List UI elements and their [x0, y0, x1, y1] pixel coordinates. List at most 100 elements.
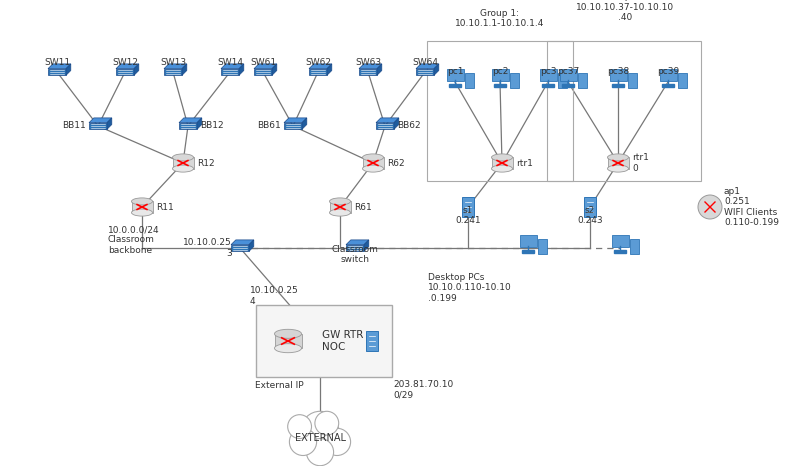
Text: BB12: BB12 [200, 122, 224, 130]
Ellipse shape [607, 165, 629, 172]
Text: R61: R61 [354, 203, 372, 212]
Polygon shape [434, 64, 438, 75]
Text: s1
0.241: s1 0.241 [455, 206, 481, 225]
Ellipse shape [607, 154, 629, 161]
FancyBboxPatch shape [578, 73, 586, 88]
Text: SW11: SW11 [44, 58, 70, 67]
FancyBboxPatch shape [539, 69, 557, 81]
Text: s2
0.243: s2 0.243 [577, 206, 603, 225]
FancyBboxPatch shape [362, 158, 383, 169]
Polygon shape [394, 118, 398, 129]
FancyBboxPatch shape [449, 84, 461, 87]
Polygon shape [359, 69, 377, 75]
Polygon shape [254, 69, 272, 75]
Text: Desktop PCs
10.10.0.110-10.10
.0.199: Desktop PCs 10.10.0.110-10.10 .0.199 [428, 273, 512, 303]
Ellipse shape [274, 329, 302, 338]
Polygon shape [231, 245, 249, 251]
Text: pc3: pc3 [540, 67, 556, 76]
Ellipse shape [491, 165, 513, 172]
Polygon shape [376, 118, 398, 123]
Polygon shape [364, 240, 369, 251]
Text: 10.10.0.25
4: 10.10.0.25 4 [250, 286, 298, 306]
Polygon shape [182, 64, 187, 75]
Polygon shape [66, 64, 70, 75]
Ellipse shape [274, 344, 302, 353]
Ellipse shape [131, 198, 153, 205]
FancyBboxPatch shape [538, 239, 546, 254]
FancyBboxPatch shape [614, 250, 626, 253]
FancyBboxPatch shape [627, 73, 637, 88]
Polygon shape [327, 64, 332, 75]
Ellipse shape [330, 198, 350, 205]
Polygon shape [376, 123, 394, 129]
Circle shape [302, 411, 338, 449]
Polygon shape [346, 240, 369, 245]
Polygon shape [221, 64, 244, 69]
FancyBboxPatch shape [562, 84, 574, 87]
FancyBboxPatch shape [659, 69, 677, 81]
Polygon shape [377, 64, 382, 75]
Text: ap1
0.251
WIFI Clients
0.110-0.199: ap1 0.251 WIFI Clients 0.110-0.199 [724, 187, 779, 227]
Polygon shape [179, 118, 202, 123]
Polygon shape [116, 69, 134, 75]
FancyBboxPatch shape [274, 334, 302, 348]
Polygon shape [272, 64, 277, 75]
Ellipse shape [491, 154, 513, 161]
FancyBboxPatch shape [446, 69, 463, 81]
Text: External IP: External IP [255, 381, 304, 390]
Ellipse shape [173, 165, 194, 172]
Polygon shape [346, 245, 364, 251]
Text: pc2: pc2 [492, 67, 508, 76]
Text: R62: R62 [387, 158, 405, 167]
FancyBboxPatch shape [462, 197, 474, 217]
Polygon shape [302, 118, 307, 129]
Polygon shape [221, 69, 239, 75]
FancyBboxPatch shape [330, 201, 350, 212]
FancyBboxPatch shape [173, 158, 194, 169]
FancyBboxPatch shape [662, 84, 674, 87]
FancyBboxPatch shape [494, 84, 506, 87]
Polygon shape [309, 64, 332, 69]
Polygon shape [359, 64, 382, 69]
Circle shape [323, 428, 350, 455]
Text: EXTERNAL: EXTERNAL [294, 433, 346, 443]
Polygon shape [231, 240, 254, 245]
Circle shape [306, 439, 334, 466]
Polygon shape [284, 118, 307, 123]
FancyBboxPatch shape [611, 234, 629, 247]
Ellipse shape [330, 209, 350, 216]
Polygon shape [249, 240, 254, 251]
Polygon shape [89, 118, 112, 123]
Text: SW64: SW64 [412, 58, 438, 67]
Polygon shape [416, 64, 438, 69]
FancyBboxPatch shape [510, 73, 518, 88]
Text: R12: R12 [197, 158, 214, 167]
Text: SW12: SW12 [112, 58, 138, 67]
Circle shape [288, 415, 311, 439]
FancyBboxPatch shape [465, 73, 474, 88]
FancyBboxPatch shape [366, 331, 378, 351]
FancyBboxPatch shape [558, 73, 566, 88]
Polygon shape [107, 118, 112, 129]
Text: SW62: SW62 [305, 58, 331, 67]
Ellipse shape [173, 154, 194, 161]
Polygon shape [164, 69, 182, 75]
Polygon shape [197, 118, 202, 129]
FancyBboxPatch shape [131, 201, 153, 212]
Text: 10.10.0.25
3: 10.10.0.25 3 [183, 238, 232, 258]
Text: SW14: SW14 [217, 58, 243, 67]
Polygon shape [254, 64, 277, 69]
Polygon shape [239, 64, 244, 75]
Text: BB61: BB61 [258, 122, 281, 130]
Text: 10.0.0.0/24
Classroom
backbone: 10.0.0.0/24 Classroom backbone [108, 225, 160, 255]
Ellipse shape [362, 154, 383, 161]
Text: pc1: pc1 [446, 67, 463, 76]
Polygon shape [164, 64, 187, 69]
Circle shape [698, 195, 722, 219]
FancyBboxPatch shape [584, 197, 596, 217]
Text: Classroom
switch: Classroom switch [331, 245, 378, 264]
Polygon shape [116, 64, 139, 69]
Text: 203.81.70.10
0/29: 203.81.70.10 0/29 [393, 380, 454, 400]
FancyBboxPatch shape [610, 69, 626, 81]
Polygon shape [309, 69, 327, 75]
